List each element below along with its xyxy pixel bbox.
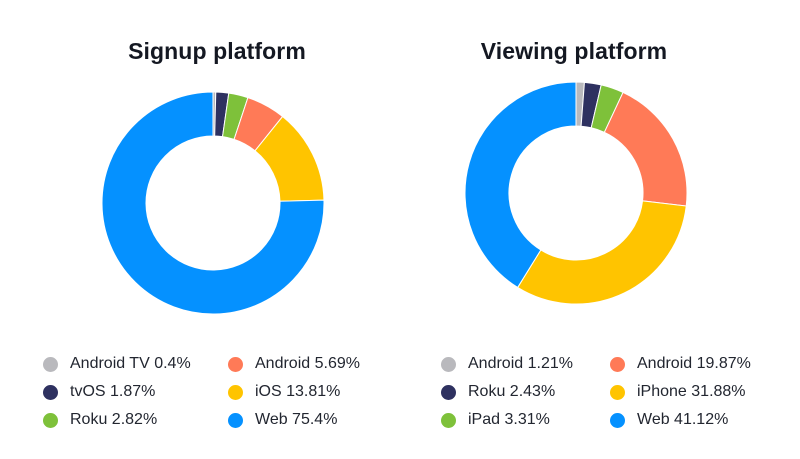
legend-label: Roku 2.82% [70, 411, 158, 428]
legend-label: tvOS 1.87% [70, 383, 156, 400]
legend-label: Web 41.12% [637, 411, 729, 428]
legend-item: iOS 13.81% [228, 383, 340, 401]
legend-item: Android 5.69% [228, 355, 360, 373]
legend-swatch [441, 356, 456, 372]
legend-label: Roku 2.43% [468, 383, 556, 400]
legend-swatch [228, 412, 243, 428]
viewing-donut [464, 81, 688, 305]
legend-swatch [43, 384, 58, 400]
slice-iphone [516, 200, 687, 305]
legend-swatch [228, 384, 243, 400]
legend-label: Web 75.4% [255, 411, 338, 428]
slice-web [464, 81, 577, 289]
legend-swatch [610, 384, 625, 400]
legend-swatch [441, 384, 456, 400]
legend-swatch [43, 412, 58, 428]
legend-item: tvOS 1.87% [43, 383, 155, 401]
legend-swatch [228, 356, 243, 372]
legend-item: Roku 2.43% [441, 383, 555, 401]
legend-label: iOS 13.81% [255, 383, 341, 400]
legend-swatch [610, 412, 625, 428]
slice-web [101, 91, 325, 315]
legend-swatch [610, 356, 625, 372]
legend-item: Web 75.4% [228, 411, 337, 429]
legend-label: iPhone 31.88% [637, 383, 746, 400]
legend-item: Web 41.12% [610, 411, 728, 429]
legend-item: Android 19.87% [610, 355, 751, 373]
legend-swatch [43, 356, 58, 372]
chart-title-signup: Signup platform [128, 38, 306, 64]
legend-item: iPad 3.31% [441, 411, 550, 429]
legend-item: Android TV 0.4% [43, 355, 191, 373]
legend-label: Android TV 0.4% [70, 355, 191, 372]
signup-donut [101, 91, 325, 315]
legend-item: Android 1.21% [441, 355, 573, 373]
legend-swatch [441, 412, 456, 428]
slice-android [603, 91, 688, 207]
legend-label: iPad 3.31% [468, 411, 550, 428]
legend-item: iPhone 31.88% [610, 383, 746, 401]
chart-title-viewing: Viewing platform [480, 38, 668, 64]
legend-item: Roku 2.82% [43, 411, 157, 429]
legend-label: Android 1.21% [468, 355, 573, 372]
legend-label: Android 5.69% [255, 355, 360, 372]
legend-label: Android 19.87% [637, 355, 751, 372]
